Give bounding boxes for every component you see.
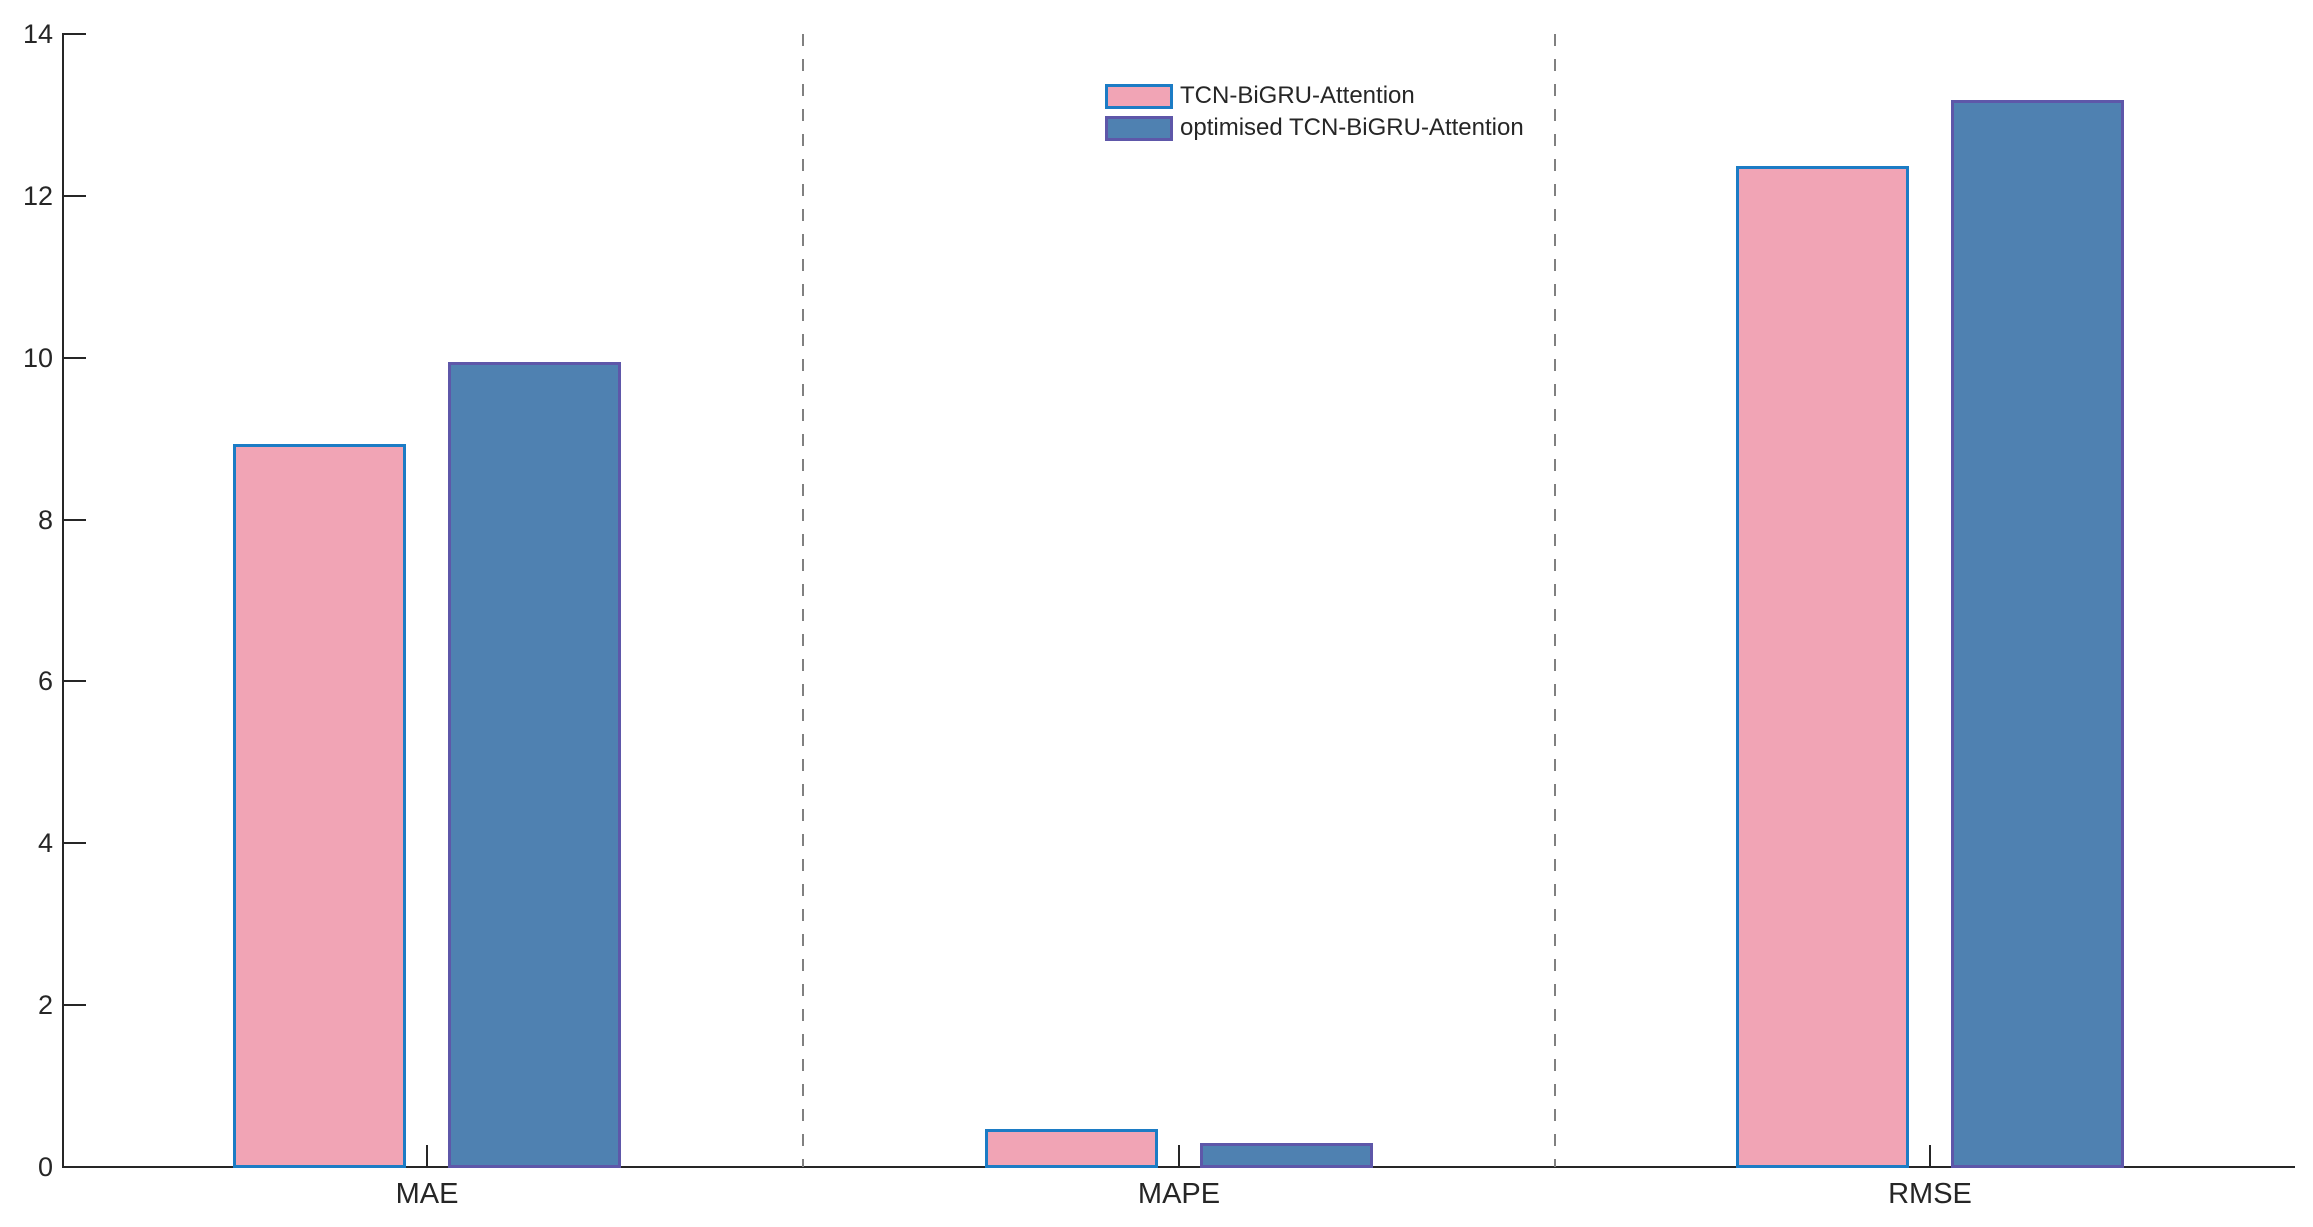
y-tick-label: 10 bbox=[22, 343, 53, 373]
y-tick-label: 12 bbox=[22, 181, 53, 211]
legend-swatch-series-1 bbox=[1105, 83, 1173, 109]
legend-label-series-1: TCN-BiGRU-Attention bbox=[1180, 82, 1415, 109]
y-tick-label: 8 bbox=[37, 505, 53, 535]
y-tick-label: 4 bbox=[37, 828, 53, 858]
legend-item-series-2: optimised TCN-BiGRU-Attention bbox=[1105, 115, 1524, 141]
y-tick-label: 0 bbox=[37, 1152, 53, 1182]
bar-mape-series-2 bbox=[1200, 1143, 1373, 1168]
y-tick bbox=[64, 519, 86, 521]
y-tick bbox=[64, 842, 86, 844]
legend-swatch-series-2 bbox=[1105, 115, 1173, 141]
x-tick bbox=[1178, 1145, 1180, 1167]
y-tick bbox=[64, 1004, 86, 1006]
x-category-label: MAPE bbox=[1137, 1178, 1221, 1210]
x-axis-line bbox=[62, 1166, 2295, 1168]
y-tick-label: 6 bbox=[37, 666, 53, 696]
y-tick bbox=[64, 357, 86, 359]
bar-mae-series-1 bbox=[233, 444, 406, 1168]
bar-rmse-series-2 bbox=[1951, 100, 2124, 1168]
y-tick bbox=[64, 195, 86, 197]
y-tick bbox=[64, 1166, 86, 1168]
bar-mape-series-1 bbox=[985, 1129, 1158, 1168]
y-axis-line bbox=[62, 33, 64, 1168]
bar-rmse-series-1 bbox=[1736, 166, 1909, 1168]
legend-item-series-1: TCN-BiGRU-Attention bbox=[1105, 83, 1524, 109]
x-category-label: MAE bbox=[395, 1178, 459, 1210]
bar-mae-series-2 bbox=[448, 362, 621, 1168]
y-tick-label: 14 bbox=[22, 19, 53, 49]
y-tick-label: 2 bbox=[37, 990, 53, 1020]
group-separator-dashed-line bbox=[1554, 34, 1556, 1167]
legend: TCN-BiGRU-Attention optimised TCN-BiGRU-… bbox=[1105, 83, 1524, 141]
x-category-label: RMSE bbox=[1888, 1178, 1972, 1210]
group-separator-dashed-line bbox=[802, 34, 804, 1167]
legend-label-series-2: optimised TCN-BiGRU-Attention bbox=[1180, 114, 1524, 141]
x-tick bbox=[426, 1145, 428, 1167]
x-tick bbox=[1929, 1145, 1931, 1167]
y-tick bbox=[64, 33, 86, 35]
y-tick bbox=[64, 680, 86, 682]
